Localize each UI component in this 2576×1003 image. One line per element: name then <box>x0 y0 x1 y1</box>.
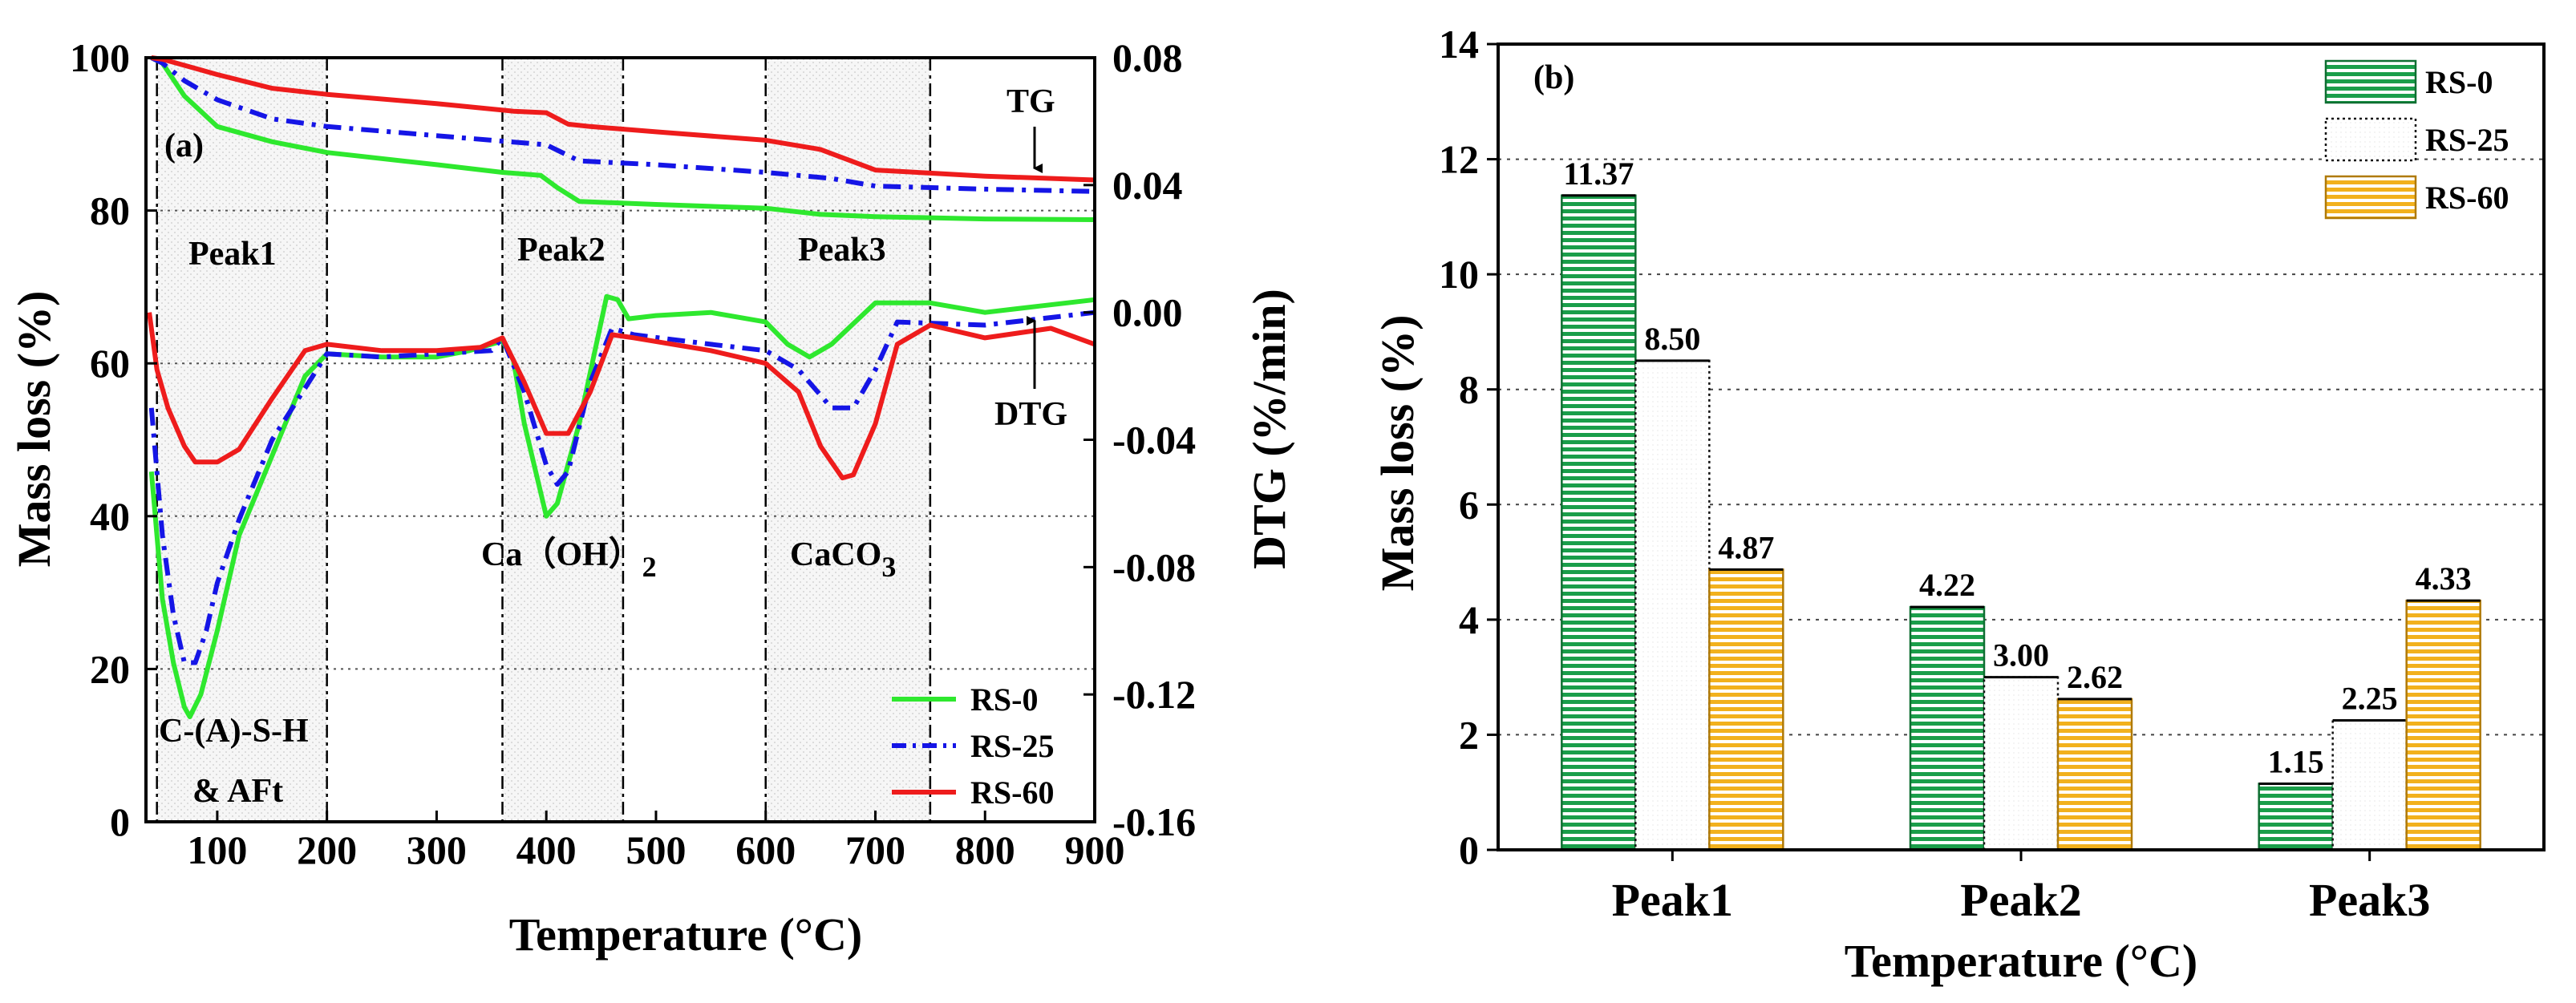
bar-rs-60-peak3 <box>2405 599 2481 851</box>
aft-annotation: & AFt <box>192 773 283 810</box>
legend-swatch-rs-0 <box>2324 59 2417 104</box>
panel-a-x-axis-label: Temperature (°C) <box>509 908 862 961</box>
tg-line-rs-0 <box>150 55 1096 222</box>
tg-curves <box>150 55 1096 222</box>
caoh2-annotation: Ca（OH）2 <box>481 536 657 583</box>
panel-a-label: (a) <box>164 127 204 164</box>
y-tick-label: 4 <box>1459 597 1479 642</box>
panel-b-y-axis-label: Mass loss (%) <box>1371 315 1424 592</box>
x-tick-label: 800 <box>955 827 1015 872</box>
data-label: 1.15 <box>2268 743 2324 779</box>
y2-tick-label: 0.04 <box>1112 163 1183 208</box>
bar-rs-0-peak1 <box>1561 194 1637 851</box>
tg-line-rs-60 <box>151 55 1096 183</box>
panel-a-legend: RS-0 RS-25 RS-60 <box>892 681 1054 811</box>
panel-b-x-axis-label: Temperature (°C) <box>1845 935 2197 987</box>
panel-a-ticks: 100 200 300 400 500 600 700 800 900 0 20 40 60 80 100 0… <box>70 35 1196 872</box>
x-tick-label: Peak2 <box>1960 874 2081 926</box>
tg-annotation: TG <box>1007 83 1055 120</box>
x-tick-label: 700 <box>845 827 905 872</box>
peak3-annotation: Peak3 <box>798 232 886 269</box>
legend-label-rs-25: RS-25 <box>2425 122 2509 158</box>
data-label: 2.62 <box>2067 659 2123 695</box>
bar-rs-0-peak3 <box>2258 783 2334 851</box>
legend-label-rs-60: RS-60 <box>970 774 1054 811</box>
y2-tick-label: -0.12 <box>1112 672 1196 717</box>
data-label: 2.25 <box>2342 680 2398 716</box>
y-tick-label: 0 <box>110 799 130 844</box>
panel-b-bar-chart: 11.37 8.50 4.87 4.22 3.00 2.62 1.15 2.25 4.33 Pe… <box>1371 22 2546 987</box>
y2-tick-label: 0.08 <box>1112 35 1183 80</box>
csh-annotation: C-(A)-S-H <box>159 713 309 750</box>
data-label: 11.37 <box>1563 156 1634 192</box>
y-tick-label: 20 <box>90 646 130 691</box>
tg-line-rs-25 <box>150 55 1096 194</box>
x-tick-label: 600 <box>735 827 796 872</box>
y-tick-label: 14 <box>1439 22 1479 67</box>
x-tick-label: Peak3 <box>2309 874 2430 926</box>
caco3-annotation: CaCO3 <box>790 536 896 583</box>
bar-rs-25-peak2 <box>1983 676 2060 851</box>
y-tick-label: 12 <box>1439 137 1479 182</box>
bar-rs-60-peak1 <box>1708 568 1784 851</box>
panel-a-tg-dtg-chart: 100 200 300 400 500 600 700 800 900 0 20 40 60 80 100 0… <box>8 35 1295 961</box>
y2-tick-label: -0.16 <box>1112 799 1196 844</box>
panel-b-bars <box>1561 194 2481 851</box>
y-tick-label: 0 <box>1459 827 1479 872</box>
x-tick-label: 300 <box>407 827 467 872</box>
dtg-annotation: DTG <box>994 396 1067 433</box>
x-tick-label: 400 <box>516 827 577 872</box>
panel-a-y-axis-label: Mass loss (%) <box>8 291 60 568</box>
y-tick-label: 10 <box>1439 252 1479 297</box>
y-tick-label: 60 <box>90 341 130 386</box>
peak-region-shading <box>156 58 930 822</box>
panel-b-label: (b) <box>1533 59 1574 96</box>
peak-region-3 <box>765 58 930 822</box>
data-label: 3.00 <box>1993 637 2049 673</box>
x-tick-label: Peak1 <box>1612 874 1733 926</box>
legend-label-rs-25: RS-25 <box>970 728 1054 764</box>
y-tick-label: 100 <box>70 35 130 80</box>
legend-label-rs-0: RS-0 <box>970 681 1038 718</box>
legend-label-rs-0: RS-0 <box>2425 64 2493 100</box>
legend-label-rs-60: RS-60 <box>2425 180 2509 216</box>
dtg-line-rs-25 <box>148 309 1096 665</box>
x-tick-label: 100 <box>187 827 247 872</box>
data-label: 4.33 <box>2416 560 2472 597</box>
panel-b-data-labels: 11.37 8.50 4.87 4.22 3.00 2.62 1.15 2.25 4.33 <box>1563 156 2471 780</box>
panel-b-legend: RS-0 RS-25 RS-60 <box>2324 59 2509 220</box>
bar-rs-25-peak1 <box>1634 359 1711 851</box>
x-tick-label: 200 <box>297 827 357 872</box>
legend-swatch-rs-60 <box>2324 175 2417 220</box>
peak1-annotation: Peak1 <box>188 236 277 273</box>
y-tick-label: 6 <box>1459 482 1479 527</box>
data-label: 8.50 <box>1644 321 1700 357</box>
y-tick-label: 40 <box>90 494 130 539</box>
y-tick-label: 80 <box>90 188 130 233</box>
dtg-line-rs-60 <box>147 312 1096 481</box>
peak-region-1 <box>156 58 327 822</box>
y-tick-label: 2 <box>1459 712 1479 757</box>
panel-a-y2-axis-label: DTG (%/min) <box>1243 289 1295 569</box>
x-tick-label: 500 <box>626 827 686 872</box>
y2-tick-label: -0.08 <box>1112 544 1196 589</box>
y2-tick-label: -0.04 <box>1112 418 1196 463</box>
dtg-curves <box>147 293 1096 719</box>
legend-swatch-rs-25 <box>2324 117 2417 162</box>
bar-rs-0-peak2 <box>1909 605 1986 851</box>
dtg-line-rs-0 <box>148 293 1096 719</box>
x-tick-label: 900 <box>1065 827 1125 872</box>
data-label: 4.87 <box>1718 529 1774 565</box>
panel-b-ticks: Peak1 Peak2 Peak3 0 2 4 6 8 10 12 14 <box>1439 22 2430 926</box>
y2-tick-label: 0.00 <box>1112 290 1183 335</box>
peak-region-2 <box>502 58 623 822</box>
y-tick-label: 8 <box>1459 367 1479 412</box>
bar-rs-25-peak3 <box>2331 719 2408 851</box>
peak2-annotation: Peak2 <box>517 232 606 269</box>
data-label: 4.22 <box>1919 567 1975 603</box>
bar-rs-60-peak2 <box>2056 698 2133 851</box>
